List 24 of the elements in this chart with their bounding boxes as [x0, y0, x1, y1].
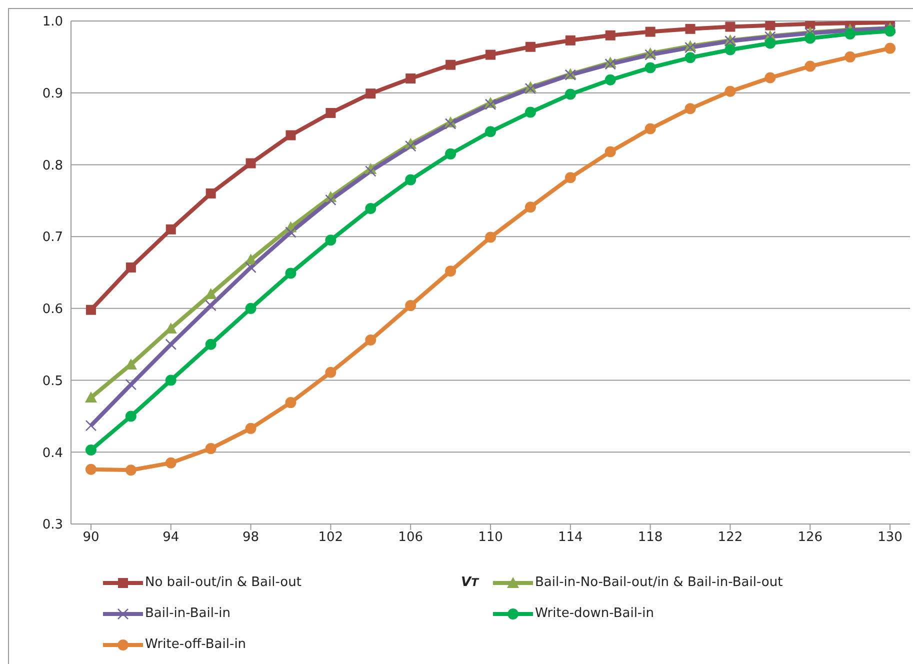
x-tick-label: 122 [718, 530, 743, 546]
legend-label: Write-off-Bail-in [145, 637, 246, 652]
x-tick-label: 130 [878, 530, 902, 546]
x-tick-label: 114 [558, 530, 583, 546]
y-tick-label: 0.6 [42, 302, 63, 318]
x-tick-label: 90 [82, 530, 100, 546]
y-tick-label: 1.0 [42, 14, 63, 30]
y-tick-label: 0.9 [42, 86, 63, 102]
y-tick-label: 0.5 [42, 374, 63, 389]
x-tick-label: 98 [242, 530, 260, 546]
legend-label: Bail-in-Bail-in [145, 606, 231, 621]
y-tick-label: 0.3 [42, 518, 63, 533]
x-tick-label: 126 [798, 530, 823, 546]
x-tick-label: 102 [318, 530, 344, 546]
legend-label: Bail-in-No-Bail-out/in & Bail-in-Bail-out [535, 575, 783, 590]
x-tick-label: 118 [638, 530, 663, 546]
legend-label: Write-down-Bail-in [535, 606, 654, 621]
y-tick-label: 0.7 [42, 230, 63, 246]
x-tick-label: 106 [398, 530, 424, 546]
legend-label: No bail-out/in & Bail-out [145, 575, 302, 590]
x-tick-label: 110 [478, 530, 503, 546]
x-tick-label: 94 [162, 530, 180, 546]
y-tick-label: 0.8 [42, 158, 63, 174]
y-tick-label: 0.4 [42, 446, 63, 461]
